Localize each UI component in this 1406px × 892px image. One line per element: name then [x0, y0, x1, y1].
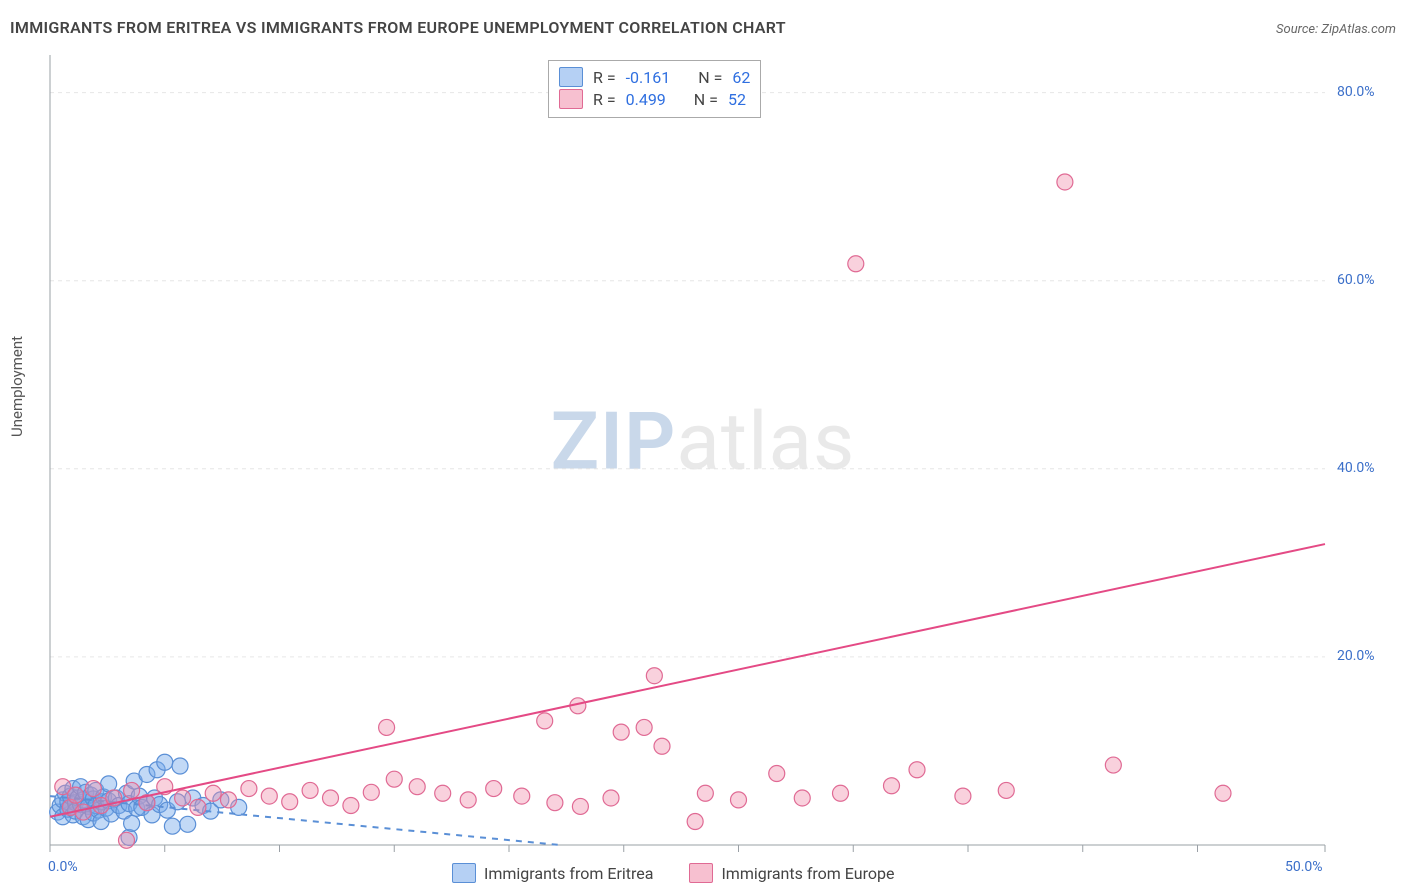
data-point — [547, 795, 563, 811]
legend-label: Immigrants from Europe — [721, 864, 894, 883]
correlation-chart — [0, 0, 1406, 892]
data-point — [175, 790, 191, 806]
stats-swatch — [559, 89, 583, 109]
data-point — [85, 781, 101, 797]
x-tick-label: 50.0% — [1285, 859, 1323, 875]
stats-n-label: N = — [698, 68, 722, 87]
data-point — [998, 782, 1014, 798]
data-point — [435, 785, 451, 801]
data-point — [833, 785, 849, 801]
legend-swatch — [452, 863, 476, 883]
stats-swatch — [559, 67, 583, 87]
data-point — [537, 713, 553, 729]
data-point — [1215, 785, 1231, 801]
y-tick-label: 20.0% — [1337, 648, 1375, 664]
data-point — [172, 758, 188, 774]
data-point — [190, 799, 206, 815]
y-tick-label: 60.0% — [1337, 272, 1375, 288]
data-point — [848, 256, 864, 272]
stats-r-value: 0.499 — [626, 90, 666, 109]
data-point — [68, 787, 84, 803]
data-point — [769, 766, 785, 782]
data-point — [379, 719, 395, 735]
stats-n-value: 52 — [728, 90, 746, 109]
data-point — [124, 782, 140, 798]
data-point — [241, 781, 257, 797]
data-point — [205, 785, 221, 801]
data-point — [221, 792, 237, 808]
x-tick-label: 0.0% — [48, 859, 78, 875]
data-point — [157, 754, 173, 770]
data-point — [119, 832, 135, 848]
data-point — [572, 798, 588, 814]
data-point — [323, 790, 339, 806]
legend-item: Immigrants from Europe — [689, 863, 894, 883]
data-point — [1057, 174, 1073, 190]
data-point — [164, 818, 180, 834]
stats-legend: R = -0.161 N = 62 R = 0.499 N = 52 — [548, 60, 761, 118]
data-point — [75, 804, 91, 820]
data-point — [1105, 757, 1121, 773]
data-point — [386, 771, 402, 787]
legend-swatch — [689, 863, 713, 883]
data-point — [613, 724, 629, 740]
data-point — [180, 816, 196, 832]
stats-n-value: 62 — [732, 68, 750, 87]
trend-line — [50, 544, 1325, 817]
data-point — [514, 788, 530, 804]
data-point — [124, 815, 140, 831]
data-point — [343, 798, 359, 814]
stats-row: R = 0.499 N = 52 — [559, 89, 750, 109]
data-point — [884, 778, 900, 794]
data-point — [409, 779, 425, 795]
stats-r-value: -0.161 — [626, 68, 671, 87]
data-point — [687, 813, 703, 829]
data-point — [731, 792, 747, 808]
data-point — [697, 785, 713, 801]
legend-label: Immigrants from Eritrea — [484, 864, 653, 883]
y-tick-label: 80.0% — [1337, 84, 1375, 100]
data-point — [460, 792, 476, 808]
stats-n-label: N = — [694, 90, 718, 109]
legend-item: Immigrants from Eritrea — [452, 863, 653, 883]
data-point — [654, 738, 670, 754]
y-tick-label: 40.0% — [1337, 460, 1375, 476]
data-point — [486, 781, 502, 797]
data-point — [646, 668, 662, 684]
data-point — [909, 762, 925, 778]
stats-row: R = -0.161 N = 62 — [559, 67, 750, 87]
data-point — [282, 794, 298, 810]
data-point — [302, 782, 318, 798]
series-legend: Immigrants from Eritrea Immigrants from E… — [452, 863, 894, 883]
stats-r-label: R = — [593, 68, 616, 87]
data-point — [261, 788, 277, 804]
data-point — [636, 719, 652, 735]
stats-r-label: R = — [593, 90, 616, 109]
data-point — [794, 790, 810, 806]
data-point — [603, 790, 619, 806]
data-point — [363, 784, 379, 800]
data-point — [955, 788, 971, 804]
